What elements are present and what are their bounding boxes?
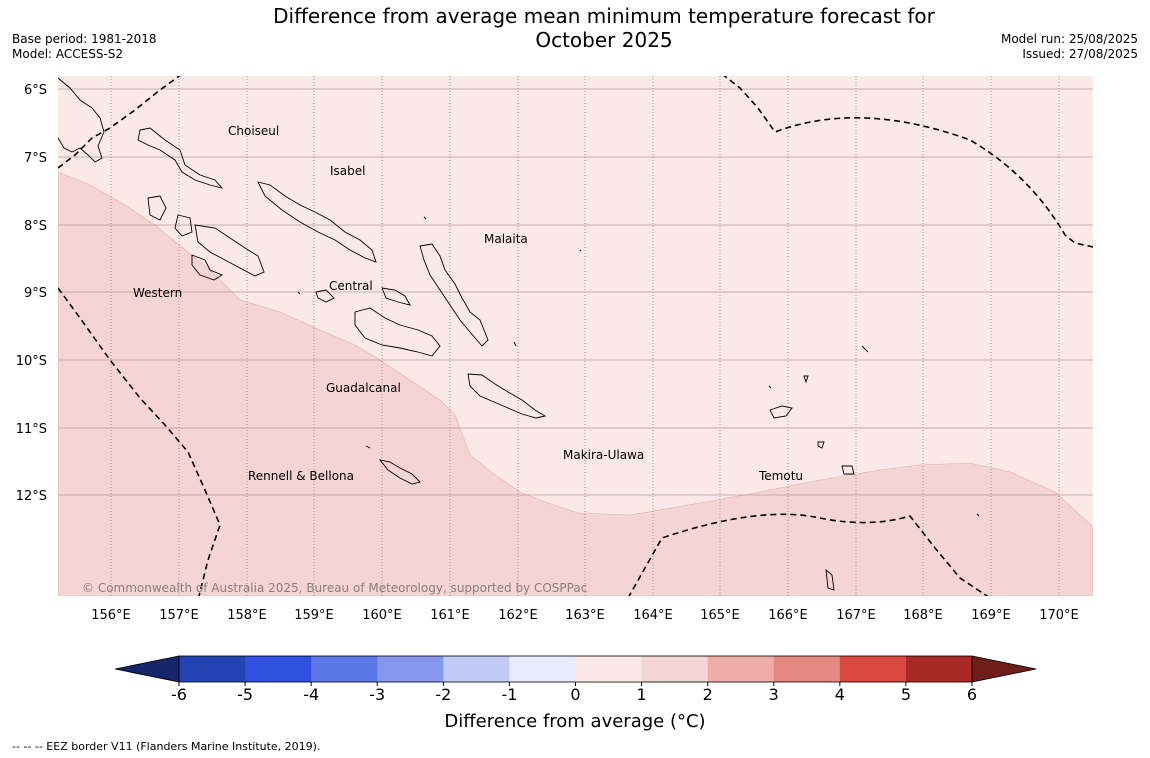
florida-islands [315,287,411,306]
lat-tick-label: 12°S [16,489,47,504]
lon-tick-label: 159°E [294,608,334,623]
region-label-isabel: Isabel [330,164,365,178]
colorbar-cell [443,656,510,682]
colorbar-extend-high [971,655,1037,683]
colorbar-cell [509,656,576,682]
lat-tick-label: 7°S [24,151,47,166]
map-title: Difference from average mean minimum tem… [0,4,1150,52]
lon-tick-label: 162°E [498,608,538,623]
lat-tick-label: 10°S [16,354,47,369]
colorbar-tick-label: 3 [769,685,779,704]
colorbar-cell [773,656,841,682]
colorbar-tick-label: -3 [369,685,385,704]
colorbar-tick-label: 4 [835,685,845,704]
choiseul-island [137,127,224,189]
colorbar-cell [575,656,643,682]
colorbar: -6 -5 -4 -3 -2 -1 0 1 2 3 4 5 6 Difference from aver… [114,655,1037,732]
region-label-rennell-bellona: Rennell & Bellona [248,469,354,483]
title-line-1: Difference from average mean minimum tem… [273,4,935,28]
copyright-notice: © Commonwealth of Australia 2025, Bureau… [82,581,587,595]
lat-tick-label: 8°S [24,219,47,234]
rennell-island [378,459,421,485]
colorbar-tick-label: -6 [171,685,187,704]
base-period: Base period: 1981-2018 [12,32,157,46]
colorbar-extend-low [114,655,180,683]
new-georgia-group [147,195,265,281]
colorbar-tick-label: 2 [703,685,713,704]
guadalcanal-island [354,307,441,357]
makira-island [467,373,547,419]
lon-tick-label: 166°E [768,608,808,623]
model-run: Model run: 25/08/2025 [1000,32,1138,46]
malaita-island [419,243,489,347]
issued-date: Issued: 27/08/2025 [1022,47,1138,61]
eez-footnote: -- -- -- EEZ border V11 (Flanders Marine… [12,740,321,753]
lon-tick-label: 156°E [91,608,131,623]
colorbar-title: Difference from average (°C) [444,711,705,732]
model-name: Model: ACCESS-S2 [12,47,124,61]
region-label-choiseul: Choiseul [228,124,279,138]
region-labels: Choiseul Isabel Malaita Western Central … [133,124,803,483]
lon-tick-label: 158°E [227,608,267,623]
colorbar-cell [707,656,775,682]
region-label-temotu: Temotu [758,469,803,483]
model-info: Base period: 1981-2018 Model: ACCESS-S2 [12,32,157,62]
lon-tick-label: 164°E [633,608,673,623]
colorbar-cell [905,656,973,682]
region-label-central: Central [329,279,373,293]
lon-tick-label: 160°E [362,608,402,623]
lon-tick-labels: 156°E 157°E 158°E 159°E 160°E 161°E 162°… [91,608,1079,623]
lon-tick-label: 169°E [971,608,1011,623]
colorbar-cell [179,656,246,682]
lon-tick-label: 161°E [430,608,470,623]
colorbar-tick-label: 5 [901,685,911,704]
colorbar-tick-label: -5 [237,685,253,704]
lat-tick-label: 6°S [24,83,47,98]
bougainville-coast [58,77,105,163]
region-label-guadalcanal: Guadalcanal [326,381,401,395]
colorbar-cell [839,656,907,682]
island-outlines [58,77,980,591]
lat-tick-label: 11°S [16,422,47,437]
colorbar-cell [377,656,444,682]
region-label-malaita: Malaita [484,232,528,246]
colorbar-cell [245,656,312,682]
colorbar-tick-label: 6 [967,685,977,704]
region-label-makira-ulawa: Makira-Ulawa [563,448,644,462]
anomaly-band-1-2 [58,171,1093,596]
colorbar-ticks: -6 -5 -4 -3 -2 -1 0 1 2 3 4 5 6 [171,682,977,704]
graticule-lat [58,88,1093,496]
colorbar-tick-label: -2 [435,685,451,704]
colorbar-cells [114,655,1037,683]
colorbar-cell [641,656,709,682]
colorbar-cell [311,656,378,682]
eez-border [58,76,1093,596]
colorbar-tick-label: 0 [570,685,580,704]
run-info: Model run: 25/08/2025 Issued: 27/08/2025 [1001,32,1138,62]
isabel-island [257,181,377,263]
lon-tick-label: 165°E [700,608,740,623]
title-line-2: October 2025 [535,28,673,52]
region-label-western: Western [133,286,182,300]
lon-tick-label: 168°E [903,608,943,623]
lon-tick-label: 170°E [1039,608,1079,623]
lon-tick-label: 163°E [565,608,605,623]
temotu-islands [769,375,855,591]
colorbar-tick-label: -4 [303,685,319,704]
lon-tick-label: 157°E [159,608,199,623]
colorbar-tick-label: -1 [501,685,517,704]
lat-tick-label: 9°S [24,286,47,301]
lon-tick-label: 167°E [836,608,876,623]
colorbar-tick-label: 1 [636,685,646,704]
lat-tick-labels: 6°S 7°S 8°S 9°S 10°S 11°S 12°S [16,83,47,504]
